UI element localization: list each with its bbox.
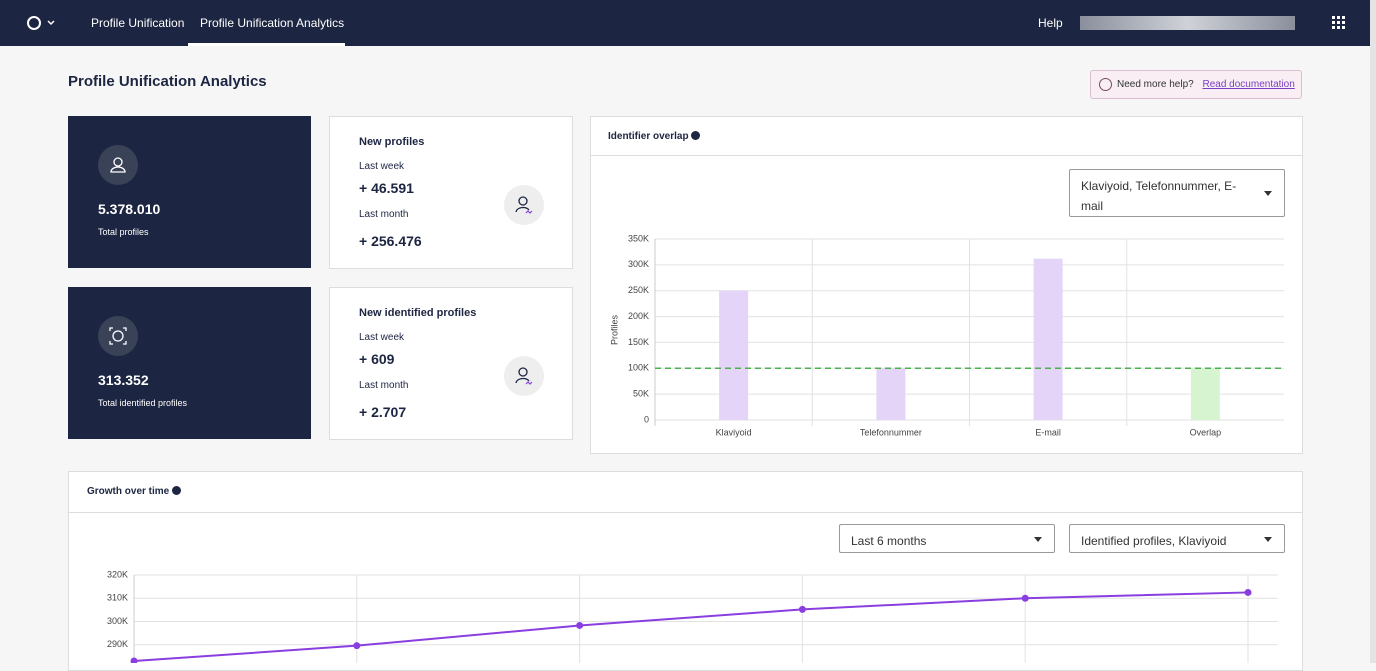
y-tick-label: 0 <box>644 414 649 424</box>
series-line <box>133 591 1249 663</box>
nav-item[interactable]: Profile Unification Analytics <box>200 16 345 30</box>
card-label: Total identified profiles <box>98 398 188 408</box>
stat-title: New identified profiles <box>359 307 477 319</box>
divider <box>591 155 1302 156</box>
y-tick-label: 300K <box>107 616 128 626</box>
active-tab-indicator <box>188 43 345 46</box>
top-nav: Profile Unification Profile Unification … <box>0 0 1370 46</box>
stat-label: Last month <box>359 380 409 391</box>
stat-card: New identified profiles Last week + 609 … <box>329 287 573 440</box>
x-tick-label: Overlap <box>1190 427 1222 437</box>
stat-value: + 2.707 <box>359 404 407 420</box>
doc-link[interactable]: Read documentation <box>1202 79 1295 90</box>
summary-card: 313.352 Total identified profiles <box>68 287 311 439</box>
overlap-panel: Identifier overlap Klaviyoid, Telefonnum… <box>590 116 1303 454</box>
info-icon[interactable] <box>172 486 182 495</box>
identifier-select[interactable]: Klaviyoid, Telefonnummer, E-mail <box>1069 169 1285 217</box>
y-tick-label: 320K <box>107 569 128 579</box>
y-tick-label: 310K <box>107 593 128 603</box>
nav-item[interactable]: Profile Unification <box>91 16 185 30</box>
stat-value: + 609 <box>359 351 395 367</box>
data-point <box>798 605 806 613</box>
select-text: Identified profiles, Klaviyoid <box>1081 534 1227 548</box>
title-text: Identifier overlap <box>608 131 689 142</box>
select-text: Last 6 months <box>851 534 927 548</box>
scrollbar[interactable] <box>1370 0 1376 663</box>
card-value: 313.352 <box>98 372 149 388</box>
stat-label: Last week <box>359 161 405 172</box>
logo[interactable] <box>26 15 56 31</box>
y-axis-label: Profiles <box>609 314 619 345</box>
bar <box>1190 368 1220 420</box>
card-icon <box>98 316 138 356</box>
series-select[interactable]: Identified profiles, Klaviyoid <box>1069 524 1285 553</box>
page-title: Profile Unification Analytics <box>68 73 267 90</box>
x-tick-label: Klaviyoid <box>716 427 752 437</box>
x-tick-label: Telefonnummer <box>860 427 922 437</box>
stat-value: + 46.591 <box>359 180 414 196</box>
info-icon[interactable] <box>691 131 701 140</box>
data-point <box>130 657 138 663</box>
period-select[interactable]: Last 6 months <box>839 524 1055 553</box>
bar <box>719 290 749 420</box>
y-tick-label: 150K <box>628 337 649 347</box>
y-tick-label: 290K <box>107 639 128 649</box>
data-point <box>576 621 584 629</box>
title-text: Growth over time <box>87 486 170 497</box>
y-tick-label: 50K <box>633 389 649 399</box>
stat-value: + 256.476 <box>359 233 422 249</box>
stat-label: Last month <box>359 209 409 220</box>
y-tick-label: 250K <box>628 285 649 295</box>
bar <box>876 368 906 420</box>
help-icon <box>1099 78 1112 91</box>
select-text: Klaviyoid, Telefonnummer, E-mail <box>1081 179 1237 213</box>
y-tick-label: 100K <box>628 363 649 373</box>
help-box: Need more help? Read documentation <box>1090 70 1302 99</box>
panel-title: Growth over time <box>87 486 182 497</box>
card-label: Total profiles <box>98 227 149 237</box>
data-point <box>353 642 361 650</box>
card-value: 5.378.010 <box>98 201 161 217</box>
summary-card: 5.378.010 Total profiles <box>68 116 311 268</box>
stat-icon <box>504 356 544 396</box>
help-link[interactable]: Help <box>1038 16 1063 30</box>
stat-card: New profiles Last week + 46.591 Last mon… <box>329 116 573 269</box>
stat-icon <box>504 185 544 225</box>
bar <box>1033 258 1063 420</box>
data-point <box>1021 594 1029 602</box>
data-point <box>1244 588 1252 596</box>
stat-title: New profiles <box>359 136 425 148</box>
stat-label: Last week <box>359 332 405 343</box>
apps-icon[interactable] <box>1332 16 1345 29</box>
x-tick-label: E-mail <box>1035 427 1061 437</box>
y-tick-label: 350K <box>628 233 649 243</box>
growth-panel: Growth over time Last 6 months Identifie… <box>68 471 1303 671</box>
panel-title: Identifier overlap <box>608 131 701 142</box>
account-selector[interactable] <box>1080 16 1295 30</box>
y-tick-label: 200K <box>628 311 649 321</box>
y-tick-label: 300K <box>628 259 649 269</box>
help-text: Need more help? <box>1117 79 1194 90</box>
divider <box>69 512 1302 513</box>
card-icon <box>98 145 138 185</box>
